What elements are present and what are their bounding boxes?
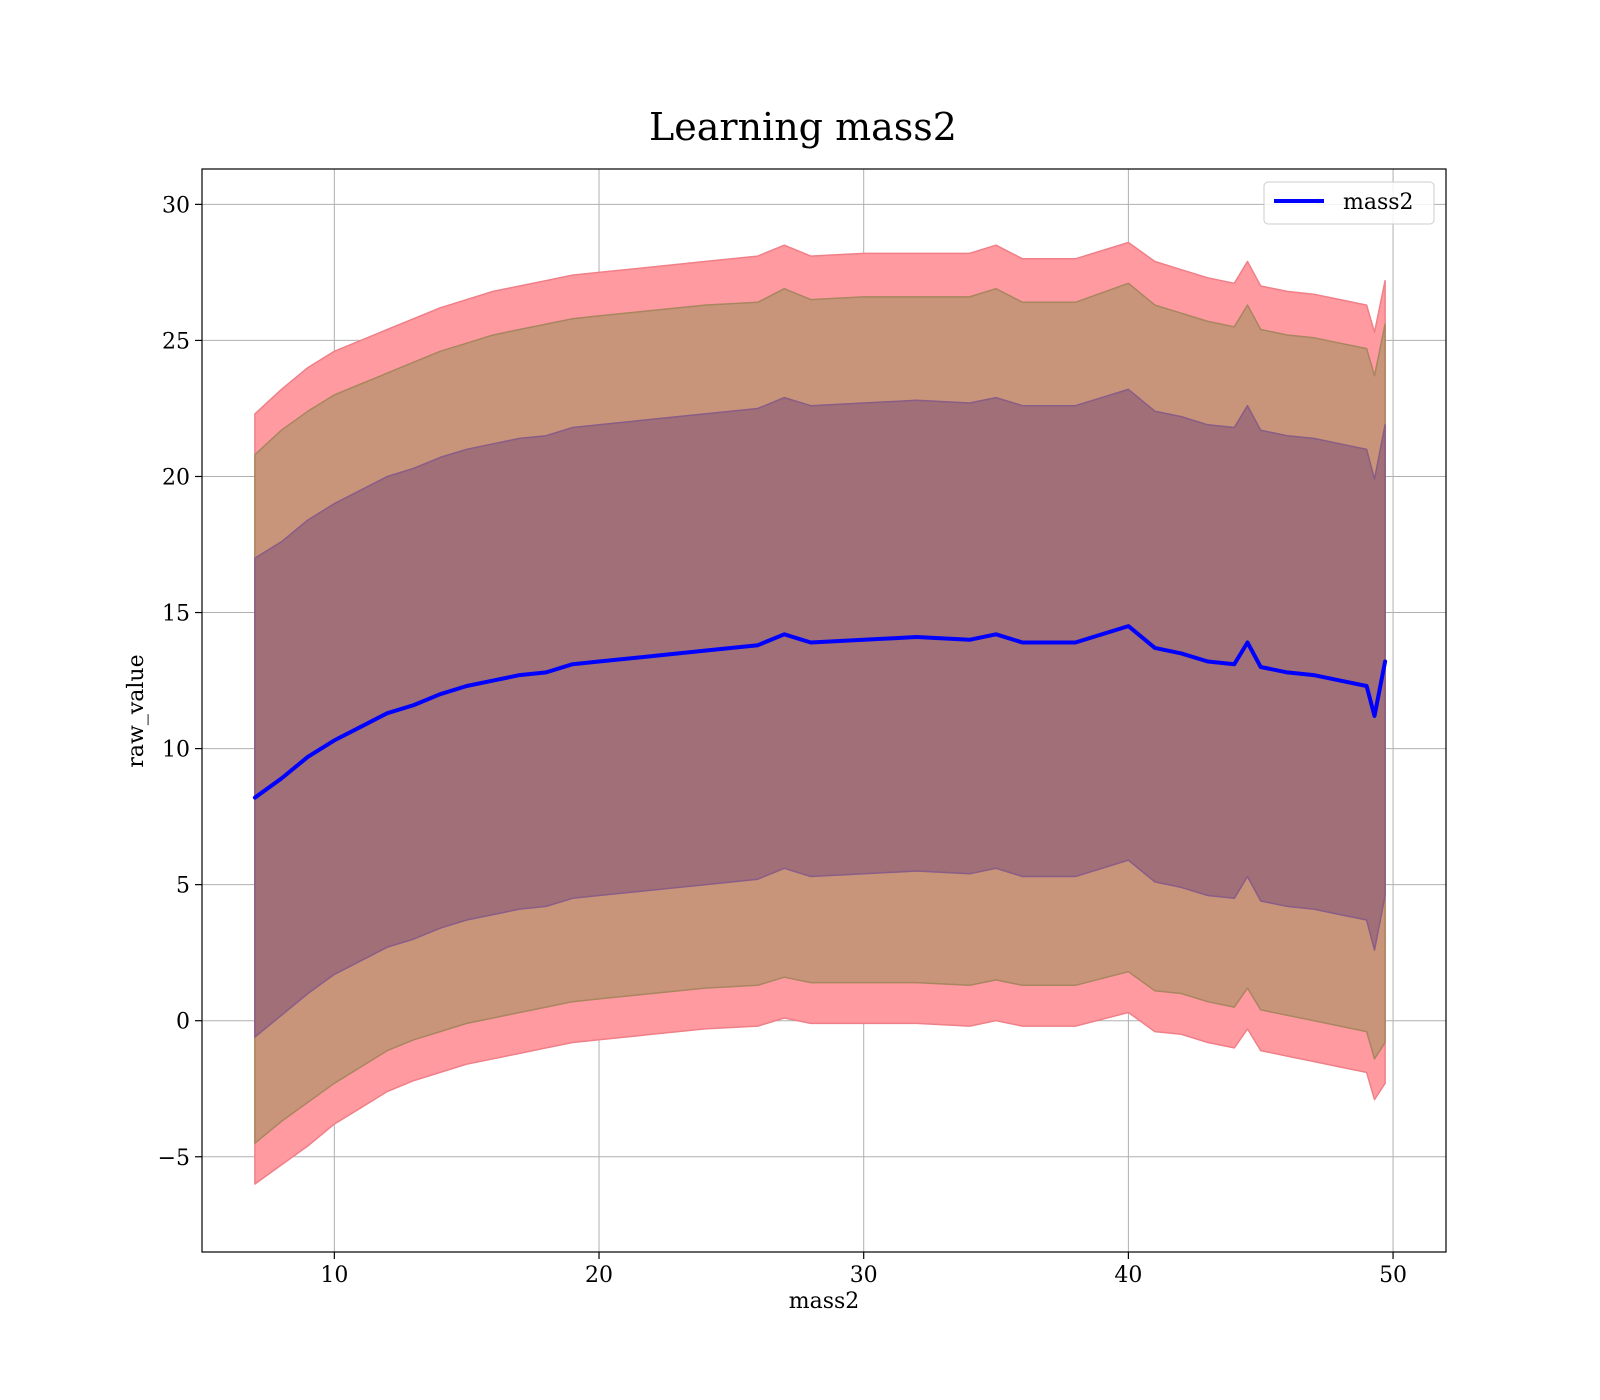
x-tick-label-0: 10	[320, 1263, 348, 1288]
x-tick-label-1: 20	[585, 1263, 613, 1288]
series-lines	[252, 624, 1388, 800]
y-tick-label-2: 5	[176, 874, 190, 899]
legend: mass2	[1263, 181, 1435, 225]
x-tick-label-3: 40	[1114, 1263, 1142, 1288]
y-tick-label-5: 20	[162, 465, 190, 490]
y-axis-label: raw_value	[124, 654, 149, 767]
y-tick-label-3: 10	[162, 738, 190, 763]
y-tick-label-7: 30	[162, 193, 190, 218]
x-axis-ticks: 10 20 30 40 50	[320, 1252, 1407, 1288]
plot-frame	[201, 168, 1447, 1253]
y-axis-ticks: −5 0 5 10 15 20 25 30	[158, 193, 202, 1171]
y-tick-label-6: 25	[162, 329, 190, 354]
y-tick-label-0: −5	[158, 1146, 190, 1171]
confidence-bands	[254, 241, 1386, 1185]
x-axis-label: mass2	[789, 1289, 860, 1314]
legend-box	[1263, 181, 1435, 225]
y-tick-label-1: 0	[176, 1010, 190, 1035]
x-tick-label-4: 50	[1379, 1263, 1407, 1288]
y-tick-label-4: 15	[162, 602, 190, 627]
legend-label-mass2: mass2	[1343, 190, 1414, 215]
x-tick-label-2: 30	[850, 1263, 878, 1288]
chart-title: Learning mass2	[649, 105, 957, 149]
band-inner	[254, 388, 1386, 1038]
series-line-0	[252, 624, 1388, 800]
